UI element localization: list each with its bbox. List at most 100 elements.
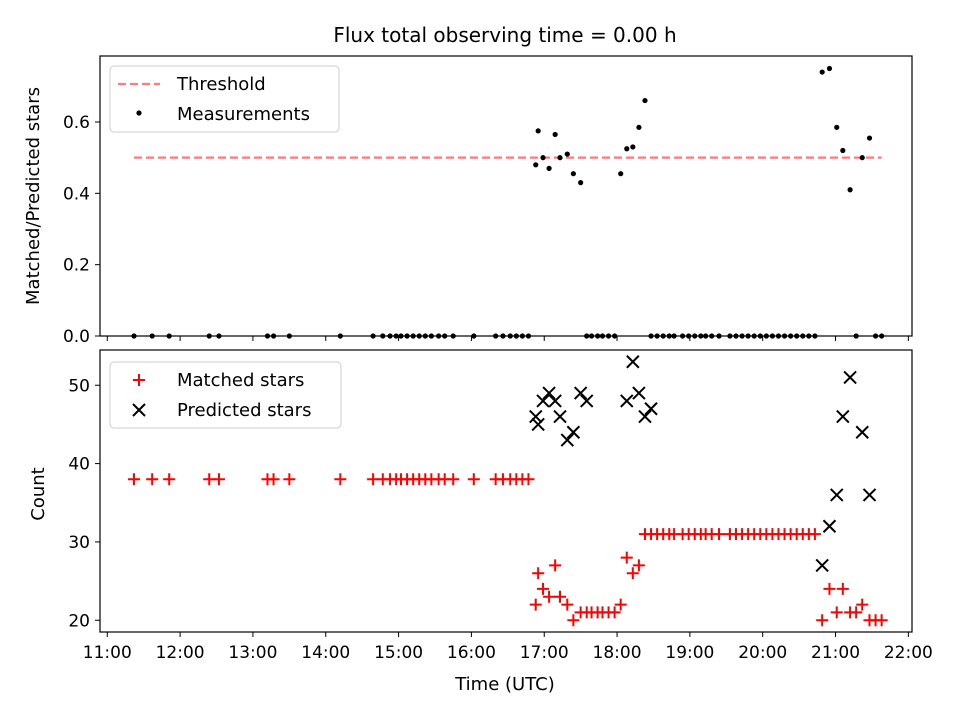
matched-star-point	[267, 473, 280, 486]
predicted-star-point	[566, 425, 581, 439]
matched-star-point	[554, 590, 567, 603]
predicted-star-point	[830, 488, 844, 502]
top-y-tick-label: 0.2	[63, 256, 90, 276]
chart-title: Flux total observing time = 0.00 h	[333, 23, 676, 47]
bottom-y-tick-label: 40	[68, 455, 90, 475]
predicted-star-point	[862, 488, 877, 502]
x-tick-label: 16:00	[447, 643, 496, 663]
predicted-star-point	[529, 409, 543, 424]
predicted-star-point	[580, 394, 594, 408]
top-y-tick-label: 0.0	[63, 327, 90, 347]
predicted-stars-legend-label: Predicted stars	[177, 400, 311, 421]
matched-stars-legend-label: Matched stars	[177, 370, 304, 391]
matched-star-point	[212, 473, 225, 486]
matched-star-point	[561, 598, 574, 611]
measurement-point	[540, 155, 546, 161]
predicted-star-point	[573, 386, 588, 400]
predicted-star-point	[626, 355, 640, 369]
measurement-point	[557, 155, 563, 161]
bottom-axes-frame	[99, 349, 913, 633]
matched-star-point	[467, 473, 480, 486]
matched-star-point	[522, 473, 535, 486]
matched-star-point	[334, 473, 347, 486]
x-tick-label: 18:00	[593, 643, 642, 663]
matched-star-point	[146, 473, 159, 486]
predicted-star-point	[822, 519, 837, 533]
measurement-point	[866, 135, 873, 141]
matched-star-point	[808, 528, 821, 541]
top-legend-box	[109, 65, 340, 133]
matched-star-point	[447, 473, 460, 486]
matched-stars-legend-swatch	[133, 374, 145, 386]
predicted-star-point	[542, 386, 556, 400]
threshold-legend-label: Threshold	[176, 74, 266, 95]
predicted-stars-legend-swatch	[132, 403, 146, 417]
matched-star-point	[856, 598, 869, 611]
top-y-tick-label: 0.4	[63, 184, 90, 204]
measurement-point	[636, 124, 642, 130]
measurement-point	[834, 124, 840, 130]
x-tick-label: 17:00	[520, 643, 569, 663]
predicted-star-point	[632, 386, 646, 400]
bottom-y-tick-label: 20	[68, 611, 90, 631]
bottom-y-ticks: 20 30 40 50	[68, 376, 100, 631]
measurement-point	[859, 155, 865, 161]
x-tick-label: 13:00	[228, 643, 277, 663]
matched-star-point	[532, 567, 545, 580]
measurements-legend-swatch	[136, 110, 142, 116]
matched-star-point	[163, 473, 176, 486]
matched-star-point	[875, 614, 888, 627]
top-axes-frame	[99, 55, 913, 337]
measurement-point	[624, 146, 630, 152]
measurement-point	[570, 171, 576, 177]
x-tick-label: 14:00	[301, 643, 350, 663]
matched-star-point	[816, 614, 829, 627]
predicted-star-point	[553, 409, 567, 424]
bottom-x-ticks: 11:00 12:00 13:00 14:00 15:00 16:00 17:00 18:00…	[83, 632, 933, 663]
matched-star-point	[283, 473, 296, 486]
matched-star-point	[830, 606, 843, 619]
bottom-y-tick-label: 30	[68, 533, 90, 553]
predicted-star-point	[638, 409, 652, 424]
bottom-y-axis-label: Count	[28, 467, 49, 520]
bottom-legend: Matched stars Predicted stars	[109, 361, 342, 429]
matched-star-point	[543, 590, 556, 603]
bottom-legend-box	[109, 361, 342, 429]
measurement-point	[847, 187, 853, 193]
matched-star-point	[127, 473, 140, 486]
bottom-y-tick-label: 50	[68, 376, 90, 396]
measurement-point	[552, 131, 558, 138]
top-y-ticks: 0.0 0.2 0.4 0.6	[63, 113, 100, 347]
predicted-star-point	[548, 394, 562, 408]
top-panel: 0.0 0.2 0.4 0.6 Matched/Predicted stars Thr…	[23, 55, 913, 347]
bottom-plot-layer	[127, 355, 888, 627]
measurement-point	[535, 128, 541, 134]
x-tick-label: 21:00	[811, 643, 860, 663]
matched-star-point	[823, 582, 836, 595]
x-tick-label: 22:00	[884, 643, 933, 663]
matched-star-point	[614, 598, 627, 611]
top-legend: Threshold Measurements	[109, 65, 340, 133]
measurement-point	[618, 171, 624, 177]
matched-star-point	[713, 528, 726, 541]
predicted-star-point	[620, 394, 634, 408]
top-y-tick-label: 0.6	[63, 113, 90, 133]
x-tick-label: 15:00	[374, 643, 423, 663]
x-tick-label: 20:00	[738, 643, 787, 663]
x-tick-label: 11:00	[83, 643, 132, 663]
measurement-point	[630, 144, 636, 150]
matched-star-point	[549, 559, 562, 572]
top-y-axis-label: Matched/Predicted stars	[23, 87, 44, 305]
predicted-star-point	[815, 558, 829, 573]
x-tick-label: 19:00	[665, 643, 714, 663]
predicted-star-point	[536, 394, 550, 408]
measurement-point	[642, 97, 648, 104]
matched-star-point	[537, 582, 550, 595]
measurement-point	[533, 162, 539, 168]
x-tick-label: 12:00	[156, 643, 205, 663]
matched-star-point	[567, 614, 580, 627]
predicted-star-point	[531, 417, 545, 432]
matched-star-point	[632, 559, 645, 572]
